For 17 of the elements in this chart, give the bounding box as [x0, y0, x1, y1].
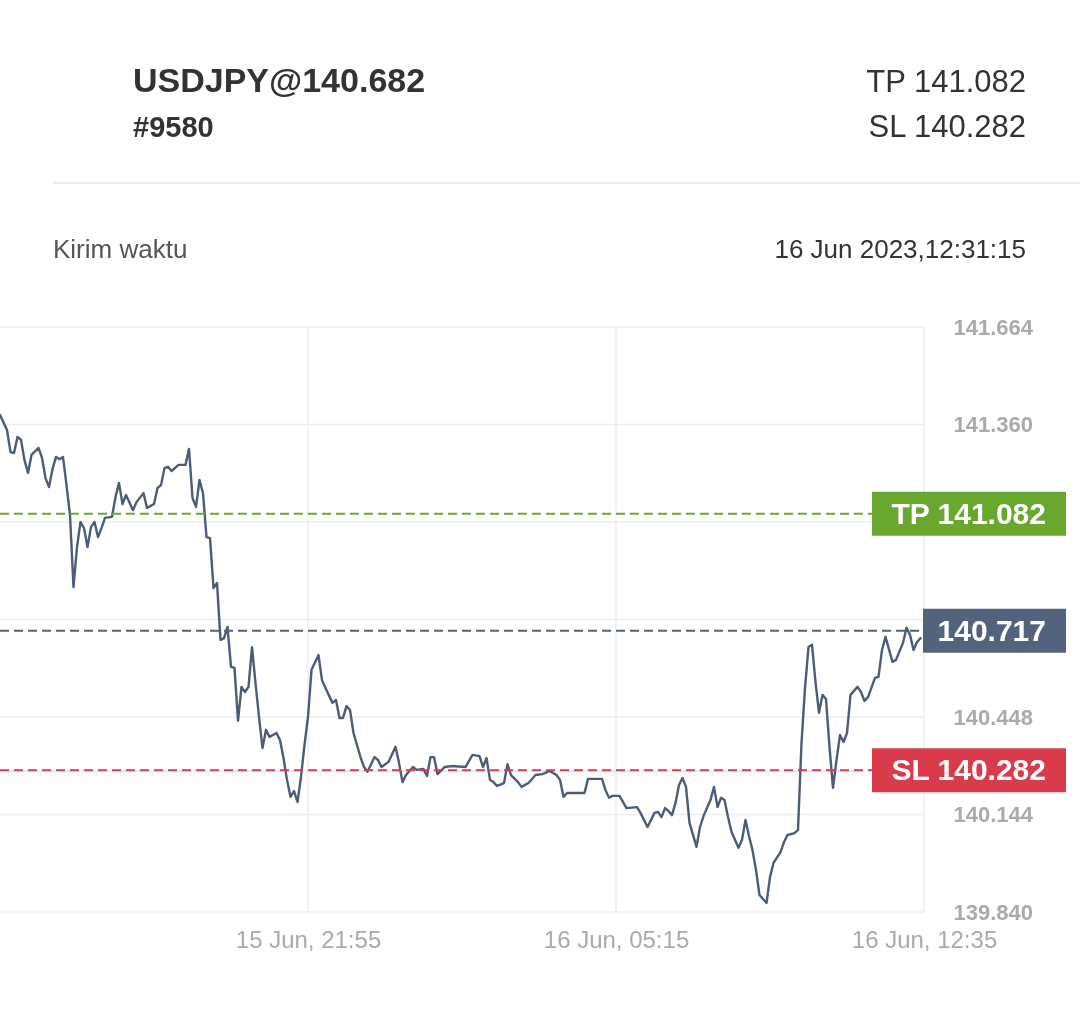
- chart-title: USDJPY@140.682: [133, 61, 426, 99]
- y-tick-label: 140.448: [953, 704, 1034, 730]
- y-tick-label: 141.664: [953, 314, 1034, 340]
- x-tick-label: 15 Jun, 21:55: [235, 925, 382, 953]
- y-tick-label: 141.360: [953, 412, 1034, 437]
- text: Kirim waktu: [53, 234, 188, 264]
- y-tick-label: 140.144: [953, 802, 1034, 827]
- text: TP 141.082: [866, 64, 1026, 99]
- x-tick-label: 16 Jun, 05:15: [543, 925, 690, 953]
- ref-line-label: SL 140.282: [891, 753, 1046, 787]
- ref-line-label: 140.717: [937, 613, 1046, 647]
- x-tick-label: 16 Jun, 12:35: [851, 925, 998, 953]
- chart-subtitle: #9580: [133, 111, 214, 143]
- y-tick-label: 139.840: [953, 899, 1034, 925]
- text: SL 140.282: [868, 109, 1026, 144]
- text: 16 Jun 2023,12:31:15: [774, 234, 1026, 264]
- ref-line-label: TP 141.082: [891, 496, 1046, 530]
